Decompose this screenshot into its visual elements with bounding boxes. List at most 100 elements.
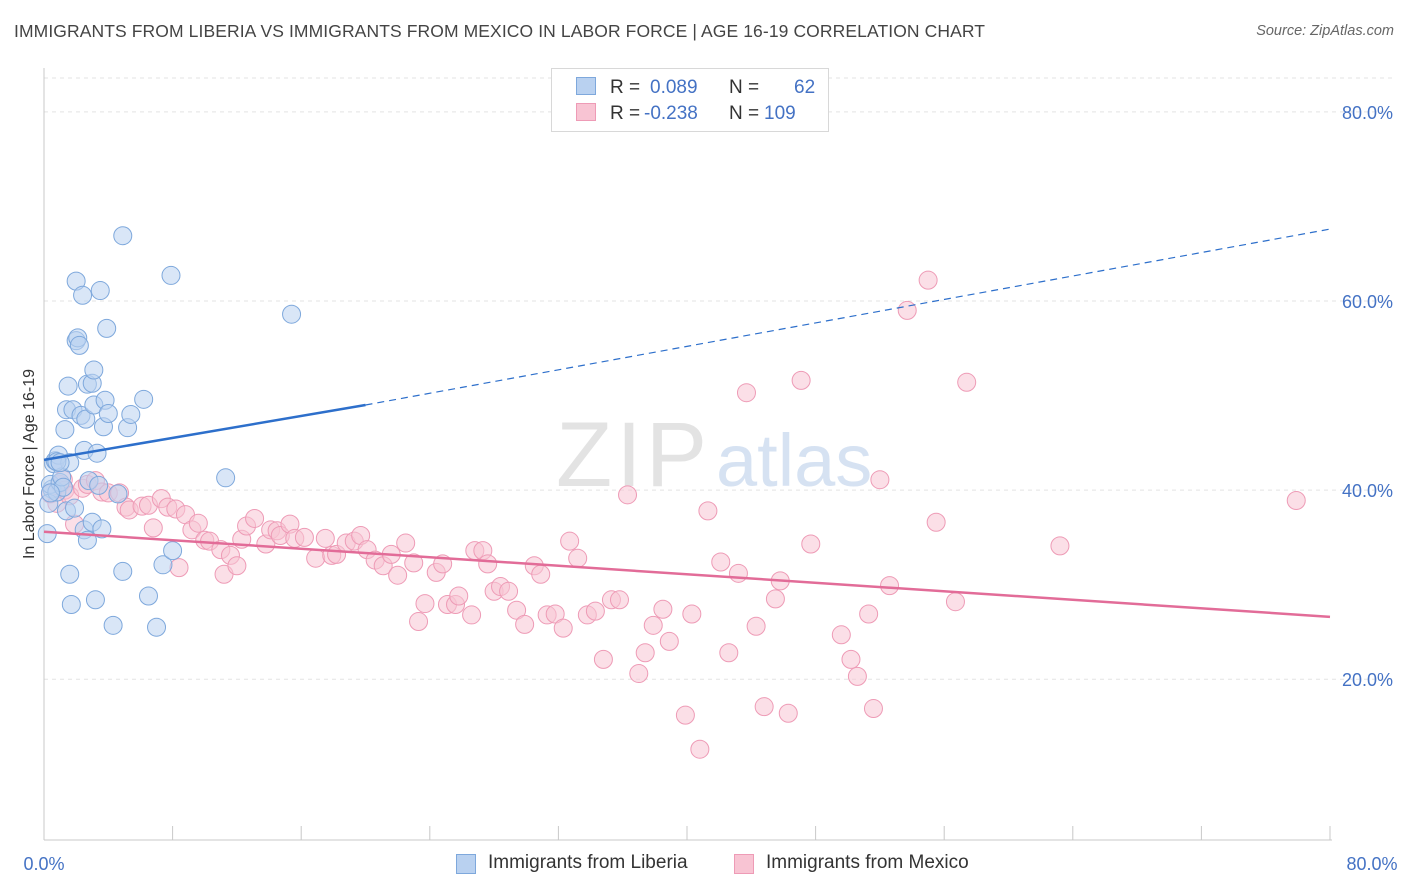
liberia-point (138, 586, 158, 606)
legend-label-liberia: Immigrants from Liberia (488, 852, 688, 873)
liberia-point (60, 564, 80, 584)
n-label: N = (729, 103, 760, 124)
watermark-atlas: atlas (716, 419, 872, 502)
y-tick-label: 20.0% (1342, 670, 1393, 690)
mexico-point (659, 631, 679, 651)
mexico-point (897, 300, 917, 320)
mexico-point (515, 614, 535, 634)
mexico-point (409, 612, 429, 632)
mexico-point (245, 508, 265, 528)
mexico-trend-line (43, 530, 1331, 619)
mexico-point (736, 383, 756, 403)
liberia-trend-extension (365, 228, 1331, 406)
x-tick-label: 80.0% (1346, 854, 1397, 874)
liberia-point (216, 468, 236, 488)
mexico-point (801, 534, 821, 554)
legend-swatch-mexico (734, 854, 754, 874)
mexico-point (778, 703, 798, 723)
r-value-mexico: -0.238 (644, 103, 698, 124)
mexico-point (593, 649, 613, 669)
mexico-point (754, 697, 774, 717)
mexico-point (462, 605, 482, 625)
y-tick-label: 60.0% (1342, 292, 1393, 312)
mexico-point (609, 590, 629, 610)
liberia-point (55, 420, 75, 440)
mexico-point (841, 649, 861, 669)
liberia-point (87, 443, 107, 463)
legend-row-mexico: R = -0.238 N = 109 (552, 103, 828, 127)
mexico-point (560, 531, 580, 551)
legend-swatch-liberia (456, 854, 476, 874)
liberia-point (97, 318, 117, 338)
mexico-point (690, 739, 710, 759)
liberia-point (85, 590, 105, 610)
mexico-point (404, 553, 424, 573)
liberia-point (73, 285, 93, 305)
liberia-point (121, 404, 141, 424)
liberia-point (89, 475, 109, 495)
watermark: ZIP atlas (556, 404, 872, 506)
mexico-point (918, 270, 938, 290)
liberia-point (69, 335, 89, 355)
mexico-point (545, 604, 565, 624)
mexico-point (847, 666, 867, 686)
liberia-point (282, 304, 302, 324)
mexico-point (859, 604, 879, 624)
mexico-point (507, 600, 527, 620)
liberia-point (90, 281, 110, 301)
mexico-point (957, 372, 977, 392)
mexico-point (728, 563, 748, 583)
mexico-point (306, 548, 326, 568)
trend-lines (43, 228, 1331, 619)
mexico-point (396, 533, 416, 553)
r-label: R = (610, 77, 641, 98)
liberia-point (37, 524, 57, 544)
mexico-point (711, 552, 731, 572)
liberia-point (113, 226, 133, 246)
liberia-point (40, 483, 60, 503)
n-label: N = (729, 77, 760, 98)
mexico-point (1050, 536, 1070, 556)
correlation-legend: R = 0.089 N = 62 R = -0.238 N = 109 (551, 68, 829, 132)
mexico-point (791, 370, 811, 390)
mexico-point (870, 470, 890, 490)
mexico-point (499, 581, 519, 601)
mexico-point (675, 705, 695, 725)
mexico-point (227, 556, 247, 576)
liberia-point (98, 403, 118, 423)
mexico-point (585, 601, 605, 621)
liberia-point (153, 555, 173, 575)
liberia-point (113, 561, 133, 581)
mexico-point (478, 554, 498, 574)
mexico-point (629, 664, 649, 684)
mexico-point (765, 589, 785, 609)
mexico-point (553, 618, 573, 638)
liberia-point (58, 376, 78, 396)
n-value-liberia: 62 (794, 77, 816, 98)
mexico-point (945, 592, 965, 612)
mexico-point (653, 599, 673, 619)
mexico-point (880, 576, 900, 596)
y-axis-label: In Labor Force | Age 16-19 (21, 369, 38, 559)
liberia-point (161, 265, 181, 285)
gridlines (44, 77, 1394, 680)
r-label: R = (610, 103, 641, 124)
liberia-point (103, 615, 123, 635)
y-tick-label: 40.0% (1342, 481, 1393, 501)
y-tick-label: 80.0% (1342, 103, 1393, 123)
mexico-point (531, 564, 551, 584)
mexico-point (415, 594, 435, 614)
liberia-point (134, 389, 154, 409)
mexico-point (294, 527, 314, 547)
liberia-swatch (576, 77, 596, 95)
mexico-point (719, 643, 739, 663)
liberia-point (84, 360, 104, 380)
mexico-point (188, 513, 208, 533)
source-label: Source: ZipAtlas.com (1256, 23, 1394, 39)
liberia-point (65, 498, 85, 518)
liberia-point (163, 541, 183, 561)
liberia-point (108, 484, 128, 504)
mexico-point (746, 616, 766, 636)
x-tick-label: 0.0% (23, 854, 64, 874)
chart-title: IMMIGRANTS FROM LIBERIA VS IMMIGRANTS FR… (14, 21, 986, 41)
